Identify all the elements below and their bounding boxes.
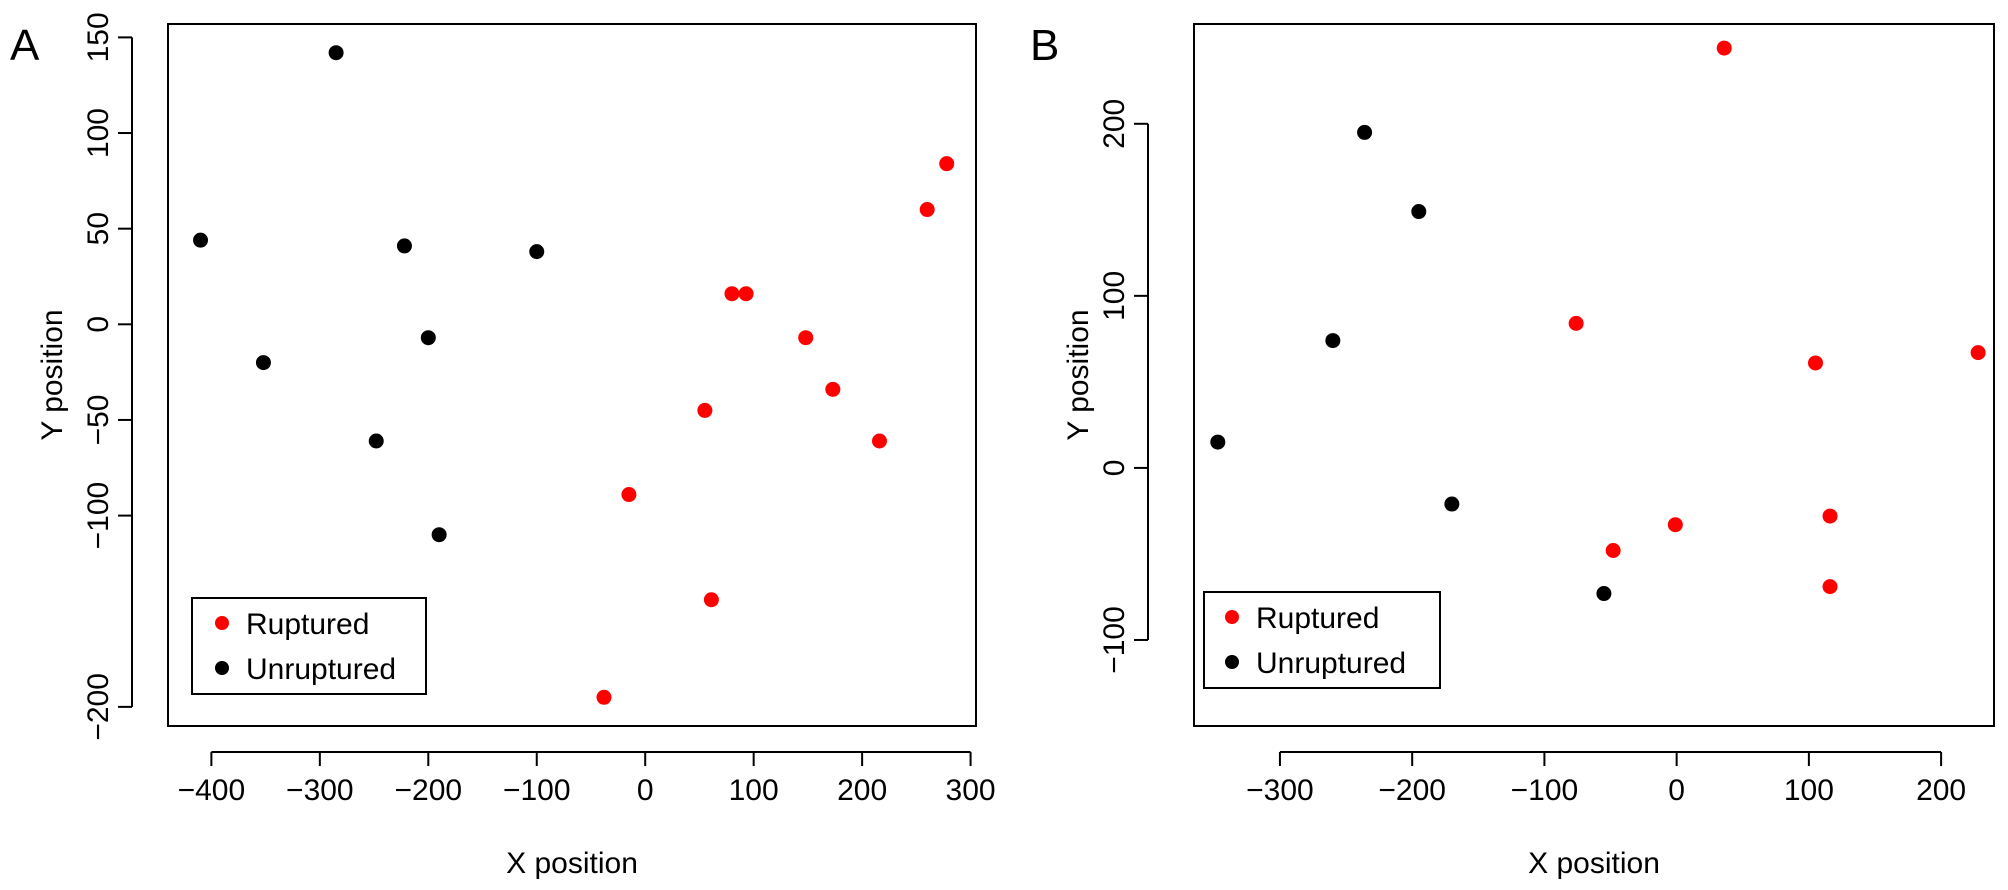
x-tick-label: −100: [1511, 774, 1579, 807]
x-axis-a: −400 −300 −200 −100 0 100 200 300: [178, 751, 996, 807]
point-ruptured: [697, 402, 713, 418]
x-tick-label: 100: [729, 774, 779, 807]
y-tick-label: 50: [82, 212, 115, 245]
legend-b: Ruptured Unruptured: [1203, 591, 1441, 689]
y-axis-title-b: Y position: [1062, 309, 1095, 440]
points-a: [193, 45, 955, 705]
point-ruptured: [825, 381, 841, 397]
legend-marker-ruptured-b: [1225, 610, 1239, 624]
point-ruptured: [1605, 543, 1621, 558]
panel-b: B −300 −200 −100 0 100 200 −100 0 100 200 X posi…: [1030, 21, 1995, 880]
point-ruptured: [919, 202, 935, 218]
point-unruptured: [1357, 124, 1373, 140]
x-tick-label: 300: [946, 774, 996, 807]
y-tick-label: −100: [82, 482, 115, 550]
point-unruptured: [328, 45, 344, 61]
point-ruptured: [1822, 508, 1838, 524]
point-ruptured: [738, 286, 754, 302]
x-tick-label: −400: [178, 774, 246, 807]
legend-box-a: [191, 597, 427, 695]
point-unruptured: [1444, 496, 1460, 512]
x-axis-title-b: X position: [1528, 847, 1660, 880]
point-unruptured: [1210, 434, 1226, 450]
point-ruptured: [1568, 315, 1584, 331]
point-ruptured: [798, 330, 814, 346]
point-ruptured: [1822, 579, 1838, 595]
y-tick-label: 100: [82, 108, 115, 158]
point-ruptured: [939, 156, 955, 172]
panel-letter-b: B: [1030, 21, 1059, 70]
points-b: [1210, 40, 1986, 602]
point-unruptured: [1325, 333, 1341, 349]
point-unruptured: [1411, 204, 1427, 220]
y-axis-title-a: Y position: [36, 309, 69, 440]
legend-a: Ruptured Unruptured: [191, 597, 427, 695]
x-tick-label: −300: [1246, 774, 1314, 807]
point-ruptured: [724, 286, 740, 302]
y-tick-label: −100: [1098, 606, 1131, 674]
y-tick-label: 100: [1098, 271, 1131, 321]
y-axis-b: −100 0 100 200: [1098, 99, 1149, 674]
y-tick-label: 200: [1098, 99, 1131, 149]
x-tick-label: 200: [837, 774, 887, 807]
panel-letter-a: A: [10, 21, 40, 70]
x-tick-label: −200: [1378, 774, 1446, 807]
y-tick-label: 0: [82, 316, 115, 333]
legend-marker-unruptured-b: [1225, 655, 1239, 669]
point-unruptured: [420, 330, 436, 346]
y-tick-label: 0: [1098, 460, 1131, 477]
point-ruptured: [1807, 355, 1823, 371]
x-tick-label: −300: [286, 774, 354, 807]
y-tick-label: −50: [82, 395, 115, 446]
point-ruptured: [621, 487, 637, 503]
point-unruptured: [431, 527, 447, 543]
point-unruptured: [193, 232, 209, 248]
point-ruptured: [1667, 517, 1683, 533]
point-ruptured: [1970, 345, 1986, 361]
plot-frame-a: [167, 23, 977, 727]
y-tick-label: −200: [82, 673, 115, 741]
legend-box-b: [1203, 591, 1441, 689]
y-axis-a: −200 −100 −50 0 50 100 150: [82, 12, 133, 741]
x-tick-label: −200: [395, 774, 463, 807]
x-tick-label: 200: [1916, 774, 1966, 807]
point-ruptured: [596, 689, 612, 705]
point-ruptured: [1716, 40, 1732, 56]
point-unruptured: [529, 244, 545, 260]
legend-label-unruptured-a: Unruptured: [246, 653, 396, 686]
point-ruptured: [703, 592, 719, 608]
x-tick-label: 0: [1668, 774, 1685, 807]
legend-label-unruptured-b: Unruptured: [1256, 647, 1406, 680]
point-ruptured: [871, 433, 887, 449]
x-tick-label: 100: [1784, 774, 1834, 807]
y-tick-label: 150: [82, 12, 115, 62]
legend-label-ruptured-a: Ruptured: [246, 608, 369, 641]
panel-a: A −400 −300 −200 −100 0 100 200 300 −200 −100 −50…: [10, 12, 996, 880]
legend-label-ruptured-b: Ruptured: [1256, 602, 1379, 635]
x-axis-b: −300 −200 −100 0 100 200: [1246, 751, 1966, 807]
x-tick-label: −100: [503, 774, 571, 807]
plot-frame-b: [1193, 23, 1995, 727]
x-tick-label: 0: [637, 774, 654, 807]
legend-marker-unruptured-a: [215, 661, 229, 675]
legend-marker-ruptured-a: [215, 616, 229, 630]
point-unruptured: [255, 355, 271, 371]
x-axis-title-a: X position: [506, 847, 638, 880]
point-unruptured: [1596, 586, 1612, 602]
point-unruptured: [396, 238, 412, 254]
point-unruptured: [368, 433, 384, 449]
